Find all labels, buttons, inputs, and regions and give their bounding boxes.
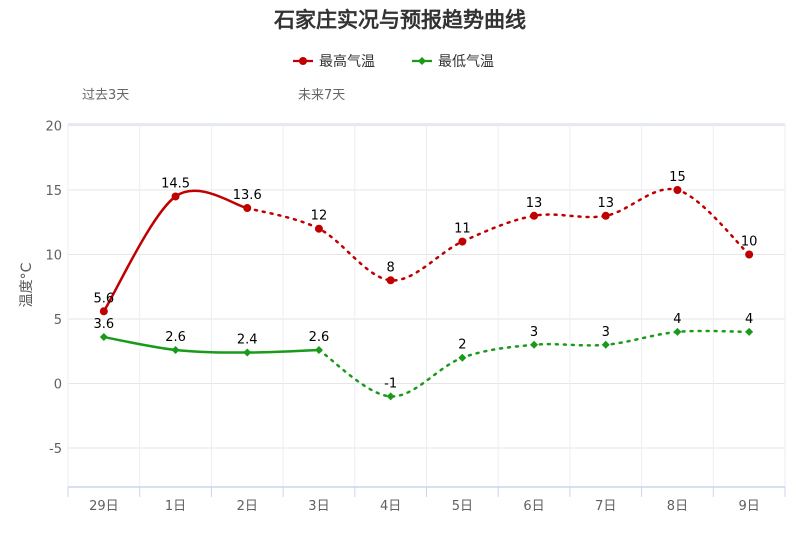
data-label: 3 <box>602 325 610 340</box>
data-label: 2.6 <box>309 330 330 345</box>
x-tick-label: 4日 <box>380 499 401 514</box>
data-label: 5.6 <box>94 291 115 306</box>
data-point-marker[interactable] <box>458 353 467 362</box>
data-label: 13 <box>597 196 614 211</box>
data-point-marker[interactable] <box>601 211 610 220</box>
chart-title: 石家庄实况与预报趋势曲线 <box>273 8 526 32</box>
data-point-marker[interactable] <box>386 392 395 401</box>
y-tick-label: 10 <box>45 249 62 264</box>
data-label: 3 <box>530 325 538 340</box>
series-line-observed <box>103 335 319 354</box>
x-tick-label: 1日 <box>165 499 186 514</box>
data-label: 12 <box>311 209 328 224</box>
data-label: 2.4 <box>237 333 258 348</box>
legend[interactable]: 最高气温 最低气温 <box>293 53 494 70</box>
legend-circle-marker <box>299 57 307 65</box>
data-label: 10 <box>741 235 758 250</box>
y-tick-label: 0 <box>54 378 62 393</box>
data-label: 2.6 <box>165 330 186 345</box>
data-point-marker[interactable] <box>171 192 180 201</box>
data-point-marker[interactable] <box>458 237 467 246</box>
data-label: -1 <box>384 376 397 391</box>
legend-item-label[interactable]: 最低气温 <box>438 54 494 70</box>
y-tick-label: 20 <box>45 120 62 135</box>
data-point-marker[interactable] <box>530 211 539 220</box>
x-tick-label: 2日 <box>237 499 258 514</box>
data-label: 13 <box>526 196 543 211</box>
data-label: 4 <box>745 312 753 327</box>
x-tick-label: 5日 <box>452 499 473 514</box>
data-label: 13.6 <box>233 188 262 203</box>
legend-diamond-marker <box>418 57 426 65</box>
data-point-marker[interactable] <box>745 250 754 259</box>
data-label: 3.6 <box>94 317 115 332</box>
data-point-marker[interactable] <box>530 340 539 349</box>
series: 5.6 14.5 13.6 12 8 11 13 13 15 10 3.6 2.6 2.4 2.6 -1 2 3… <box>94 170 758 401</box>
data-point-marker[interactable] <box>171 345 180 354</box>
data-label: 11 <box>454 222 471 237</box>
data-point-marker[interactable] <box>745 327 754 336</box>
data-point-marker[interactable] <box>314 345 323 354</box>
x-tick-label: 9日 <box>739 499 760 514</box>
y-axis-label: 温度°C <box>19 262 35 307</box>
y-tick-label: 15 <box>45 184 62 199</box>
data-point-marker[interactable] <box>243 204 252 213</box>
series-line-observed <box>102 189 248 312</box>
data-label: 14.5 <box>161 176 190 191</box>
x-tick-label: 6日 <box>523 499 544 514</box>
data-point-marker[interactable] <box>314 224 323 233</box>
data-label: 8 <box>387 260 395 275</box>
data-point-marker[interactable] <box>673 186 682 194</box>
period-label-future: 未来7天 <box>298 88 345 103</box>
x-tick-label: 3日 <box>308 499 329 514</box>
data-point-marker[interactable] <box>386 276 395 285</box>
data-point-marker[interactable] <box>99 307 108 316</box>
data-point-marker[interactable] <box>673 327 682 336</box>
x-tick-label: 29日 <box>89 499 119 514</box>
data-label: 2 <box>458 338 466 353</box>
legend-item-label[interactable]: 最高气温 <box>319 53 375 70</box>
data-point-marker[interactable] <box>601 340 610 349</box>
data-point-marker[interactable] <box>99 333 108 342</box>
data-label: 15 <box>669 170 686 185</box>
x-tick-label: 7日 <box>595 499 616 514</box>
x-tick-label: 8日 <box>667 499 688 514</box>
y-tick-label: -5 <box>49 442 62 457</box>
period-label-past: 过去3天 <box>82 88 129 103</box>
y-tick-label: 5 <box>54 313 62 328</box>
axes: 石家庄实况与预报趋势曲线 最高气温 最低气温 过去3天 未来7天 温度°C -5 0… <box>19 8 786 514</box>
data-label: 4 <box>673 312 681 327</box>
grid <box>67 123 786 487</box>
data-point-marker[interactable] <box>243 348 252 357</box>
